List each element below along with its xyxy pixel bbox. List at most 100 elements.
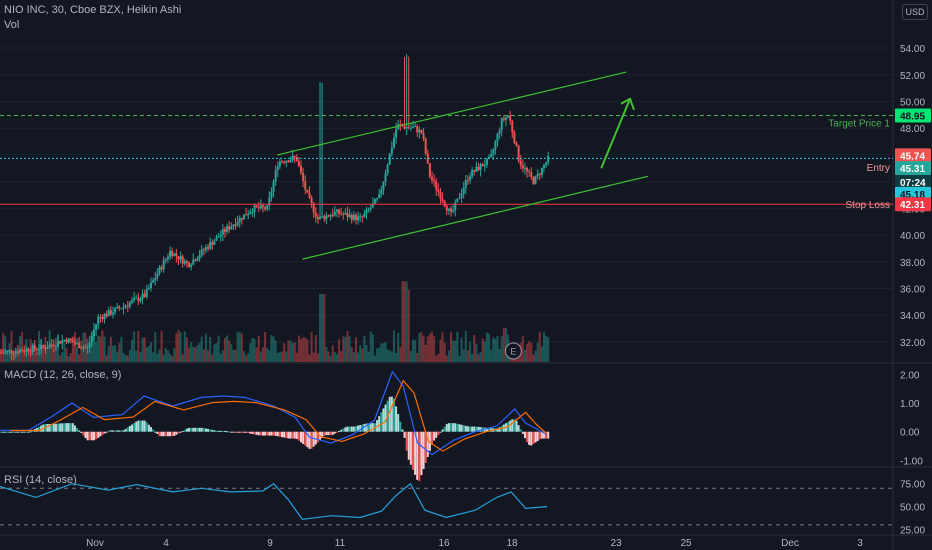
macd-histogram-bar [523,431,526,439]
price-tick-label: 52.00 [900,71,925,82]
candle-body [95,324,98,330]
candle-body [215,236,218,241]
candle-body [542,165,545,168]
candle-body [452,210,455,212]
candle-body [261,205,264,208]
macd-histogram-bar [228,431,231,433]
volume-bar [173,348,176,362]
time-tick-label: 25 [680,538,692,549]
current-price-tag: 45.74 [900,151,925,162]
candle-body [395,129,398,138]
volume-bar [111,345,114,362]
volume-bar [504,328,507,362]
volume-bar [181,354,184,362]
candle-body [272,181,275,192]
macd-histogram-bar [270,431,273,436]
macd-histogram-bar [29,431,32,433]
macd-histogram-bar [82,431,85,436]
macd-histogram-bar [158,431,161,437]
candle-body [238,217,241,223]
candle-body [500,118,503,131]
macd-histogram-bar [365,423,368,432]
macd-histogram-bar [86,431,89,441]
volume-bar [528,341,531,362]
macd-histogram-bar [236,431,239,433]
candle-body [430,176,433,180]
candle-body [63,339,66,341]
volume-bar [238,332,241,362]
candle-body [69,338,72,341]
macd-histogram-bar [0,431,2,433]
macd-histogram-bar [25,431,28,433]
macd-tick-label: -1.00 [900,456,923,467]
macd-histogram-bar [211,429,214,432]
macd-histogram-bar [380,412,383,432]
volume-bar [240,333,243,362]
candle-body [14,351,17,354]
volume-bar [164,347,167,362]
macd-histogram-bar [14,431,17,433]
volume-bar [107,345,110,362]
candle-body [321,216,324,218]
candle-body [266,205,269,210]
volume-bar [466,350,469,362]
volume-bar [488,333,491,362]
macd-histogram-bar [111,430,114,432]
macd-histogram-bar [371,423,374,432]
candle-body [407,126,410,128]
candle-body [217,236,220,238]
candle-body [38,349,41,351]
volume-bar [69,353,72,362]
candle-body [477,166,480,171]
candle-body [2,352,5,354]
macd-histogram-bar [441,429,444,432]
macd-histogram-bar [280,431,283,438]
candle-body [507,115,510,118]
macd-histogram-bar [23,431,26,433]
macd-histogram-bar [97,431,100,438]
volume-bar [209,337,212,362]
macd-histogram-bar [297,431,300,441]
volume-bar [452,340,455,362]
candle-body [50,344,53,346]
macd-histogram-bar [456,423,459,432]
macd-histogram-bar [54,423,57,432]
candle-body [25,348,28,352]
candle-body [207,247,210,249]
candle-body [135,297,138,299]
macd-histogram-bar [16,431,19,433]
macd-histogram-bar [475,426,478,432]
volume-bar [99,336,102,362]
macd-histogram-bar [107,430,110,432]
candle-body [264,207,267,210]
macd-histogram-bar [348,426,351,432]
volume-bar [521,336,524,362]
candle-body [188,262,191,267]
price-tick-label: 36.00 [900,285,925,296]
volume-bar [198,342,201,362]
candle-body [481,164,484,167]
macd-histogram-bar [530,431,533,446]
candle-body [183,261,186,264]
candle-body [276,166,279,171]
volume-bar [523,349,526,362]
macd-histogram-bar [401,429,404,432]
volume-bar [169,353,172,362]
volume-bar [502,328,505,362]
volume-bar [346,330,349,362]
macd-histogram-bar [344,427,347,432]
volume-bar [120,336,123,362]
macd-histogram-bar [126,427,129,432]
candle-body [283,161,286,163]
macd-histogram-bar [367,423,370,432]
candle-body [76,342,79,344]
volume-bar [365,345,368,362]
candle-body [450,208,453,212]
currency-button[interactable]: USD [902,4,928,20]
macd-histogram-bar [289,431,292,439]
volume-bar [460,337,463,362]
candle-body [340,213,343,215]
macd-histogram-bar [137,420,140,432]
candle-body [114,308,117,313]
